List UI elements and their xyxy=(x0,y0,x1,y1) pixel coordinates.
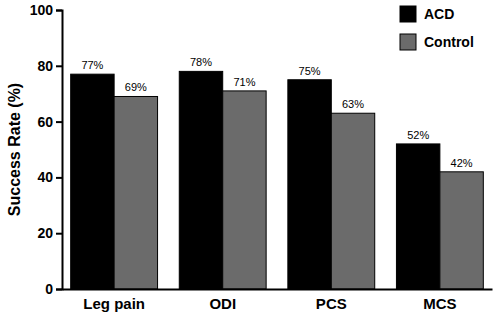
x-tick: ODI xyxy=(209,295,236,312)
legend-swatch xyxy=(400,6,416,22)
y-tick-label: 100 xyxy=(30,2,54,18)
x-tick-label: Leg pain xyxy=(83,295,145,312)
y-axis-title: Success Rate (%) xyxy=(6,83,23,216)
x-tick-label: ODI xyxy=(209,295,236,312)
data-label: 42% xyxy=(451,157,473,169)
y-tick-mark xyxy=(56,289,62,291)
y-tick-mark xyxy=(56,177,62,179)
y-tick-label: 80 xyxy=(37,58,53,74)
x-tick: Leg pain xyxy=(83,295,145,312)
y-tick-mark xyxy=(56,233,62,235)
bar xyxy=(440,172,483,289)
y-tick-label: 60 xyxy=(37,114,53,130)
x-tick: MCS xyxy=(423,295,456,312)
bar xyxy=(288,80,331,289)
bar xyxy=(331,113,374,289)
y-tick-mark xyxy=(56,65,62,67)
x-tick-label: MCS xyxy=(423,295,456,312)
y-tick-label: 20 xyxy=(37,225,53,241)
y-tick: 0 xyxy=(45,281,62,297)
plot-area: 77% 78% 75% 52% 69% 71% 63% 42% 0 20 40 60 80 100 Leg … xyxy=(30,2,493,312)
y-tick-mark xyxy=(56,10,62,12)
bar xyxy=(396,144,439,289)
x-axis-line xyxy=(63,289,493,291)
data-label: 78% xyxy=(190,56,212,68)
x-axis: Leg pain ODI PCS MCS xyxy=(63,290,493,312)
legend: ACD Control xyxy=(400,6,474,50)
y-tick: 80 xyxy=(37,58,62,74)
legend-label: Control xyxy=(424,34,474,50)
y-axis-line xyxy=(56,11,63,290)
y-tick: 40 xyxy=(37,169,62,185)
x-tick: PCS xyxy=(316,295,347,312)
bar xyxy=(71,74,114,289)
x-tick-label: PCS xyxy=(316,295,347,312)
bars xyxy=(71,71,484,289)
data-label: 63% xyxy=(342,98,364,110)
bar xyxy=(179,71,222,289)
y-tick-label: 0 xyxy=(45,281,53,297)
data-label: 52% xyxy=(407,129,429,141)
legend-item: Control xyxy=(400,34,474,50)
legend-item: ACD xyxy=(400,6,454,22)
chart: 77% 78% 75% 52% 69% 71% 63% 42% 0 20 40 60 80 100 Leg … xyxy=(0,0,500,327)
bar xyxy=(223,91,266,289)
y-axis: 0 20 40 60 80 100 xyxy=(30,2,63,297)
data-label: 69% xyxy=(125,81,147,93)
data-labels: 77% 78% 75% 52% 69% 71% 63% 42% xyxy=(81,56,472,168)
legend-swatch xyxy=(400,34,416,50)
y-tick: 20 xyxy=(37,225,62,241)
y-tick: 100 xyxy=(30,2,62,18)
data-label: 71% xyxy=(233,76,255,88)
legend-label: ACD xyxy=(424,6,454,22)
data-label: 77% xyxy=(81,59,103,71)
bar xyxy=(114,96,157,289)
y-tick-label: 40 xyxy=(37,169,53,185)
y-tick: 60 xyxy=(37,114,62,130)
y-tick-mark xyxy=(56,121,62,123)
data-label: 75% xyxy=(299,65,321,77)
